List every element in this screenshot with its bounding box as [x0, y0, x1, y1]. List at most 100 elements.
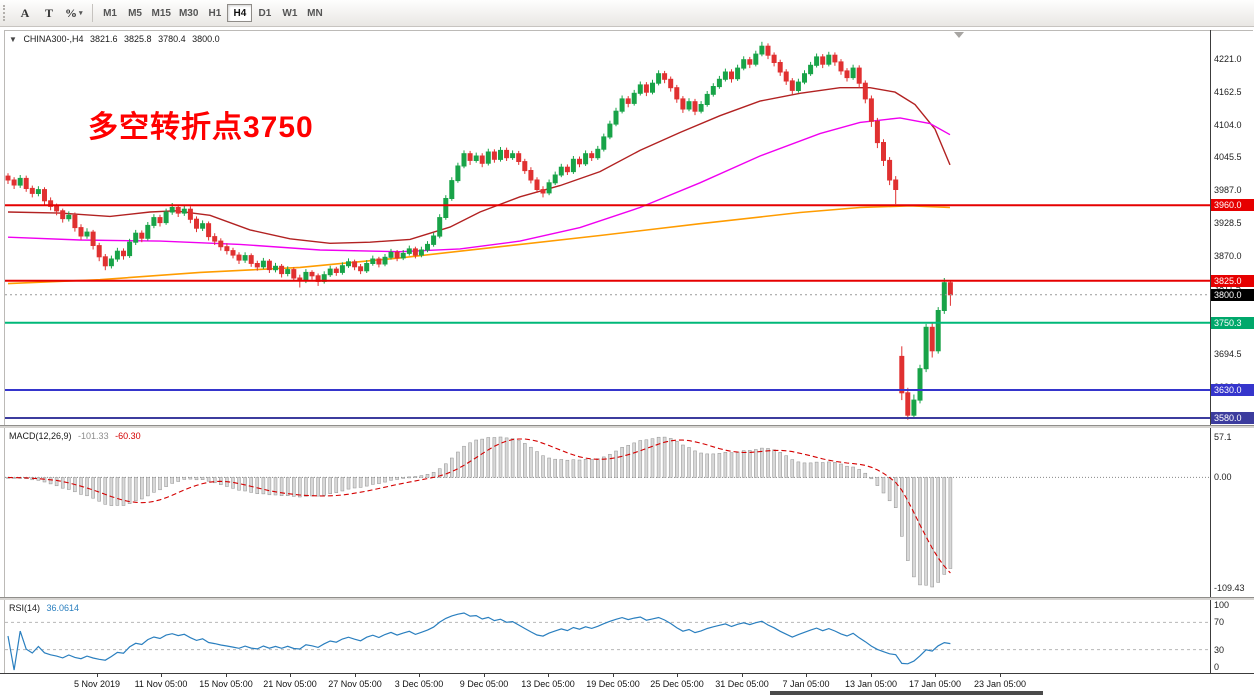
price-axis-label: 3987.0	[1214, 185, 1242, 196]
candlestick-chart[interactable]	[5, 31, 1210, 425]
time-axis-border	[0, 673, 1254, 674]
chart-annotation-text[interactable]: 多空转折点3750	[88, 111, 314, 144]
timeframe-d1-button[interactable]: D1	[252, 4, 277, 22]
time-tick	[871, 674, 872, 677]
time-tick	[290, 674, 291, 677]
pane-separator-rsi[interactable]	[0, 597, 1254, 600]
price-axis-label: 4221.0	[1214, 54, 1242, 65]
pane-separator-macd[interactable]	[0, 425, 1254, 428]
time-label: 25 Dec 05:00	[650, 679, 704, 689]
time-tick	[613, 674, 614, 677]
time-tick	[806, 674, 807, 677]
time-tick	[677, 674, 678, 677]
macd-signal-line	[7, 438, 951, 574]
price-tag-3825.0: 3825.0	[1211, 274, 1254, 287]
chart-area: ▼ CHINA300-,H4 3821.6 3825.8 3780.4 3800…	[0, 26, 1254, 697]
time-tick	[97, 674, 98, 677]
price-axis-border	[1210, 30, 1211, 673]
chart-frame-left	[4, 30, 5, 673]
price-tag-3630.0: 3630.0	[1211, 384, 1254, 396]
time-label: 17 Jan 05:00	[908, 679, 962, 689]
rsi-value: 36.0614	[46, 603, 80, 613]
timeframe-w1-button[interactable]: W1	[277, 4, 302, 22]
time-tick	[226, 674, 227, 677]
rsi-axis-label: 30	[1214, 644, 1225, 655]
macd-chart[interactable]	[5, 428, 1210, 596]
rsi-line	[7, 612, 951, 671]
time-tick	[161, 674, 162, 677]
rsi-axis-label: 0	[1214, 662, 1220, 672]
rsi-header: RSI(14) 36.0614	[9, 603, 83, 613]
macd-axis-label: -109.43	[1214, 583, 1245, 593]
toolbar: A T % ▾ M1 M5 M15 M30 H1 H4 D1 W1 MN	[0, 0, 1254, 27]
chart-shift-marker-icon	[954, 32, 964, 38]
time-label: 11 Nov 05:00	[134, 679, 188, 689]
time-label: 19 Dec 05:00	[586, 679, 640, 689]
rsi-label: RSI(14)	[9, 603, 41, 613]
time-tick	[548, 674, 549, 677]
timeframe-h1-button[interactable]: H1	[202, 4, 227, 22]
price-axis-label: 3694.5	[1214, 348, 1242, 359]
quote-high: 3825.8	[124, 34, 152, 44]
price-axis-label: 3928.5	[1214, 217, 1242, 228]
time-label: 13 Dec 05:00	[521, 679, 575, 689]
time-tick	[742, 674, 743, 677]
timeframe-m1-button[interactable]: M1	[98, 4, 123, 22]
macd-signal-value: -60.30	[115, 431, 141, 441]
horizontal-scrollbar-thumb[interactable]	[770, 691, 1043, 695]
price-axis-label: 3811.5	[1214, 283, 1241, 293]
time-label: 7 Jan 05:00	[782, 679, 830, 689]
rsi-axis-label: 70	[1214, 617, 1225, 628]
price-axis-label: 4045.5	[1214, 152, 1242, 163]
rsi-chart[interactable]	[5, 600, 1210, 672]
chart-header: ▼ CHINA300-,H4 3821.6 3825.8 3780.4 3800…	[9, 34, 224, 44]
timeframe-group: M1 M5 M15 M30 H1 H4 D1 W1 MN	[98, 4, 328, 22]
time-tick	[484, 674, 485, 677]
time-label: 9 Dec 05:00	[459, 679, 509, 689]
time-tick	[419, 674, 420, 677]
chart-frame-top	[4, 30, 1253, 31]
time-axis[interactable]: 5 Nov 2019 11 Nov 05:00 15 Nov 05:00 21 Nov…	[0, 674, 1254, 697]
macd-header: MACD(12,26,9) -101.33 -60.30	[9, 431, 145, 441]
symbol-period-label: CHINA300-,H4	[23, 34, 84, 44]
time-label: 5 Nov 2019	[73, 679, 121, 689]
price-axis-label: 4162.5	[1214, 86, 1242, 97]
time-label: 27 Nov 05:00	[328, 679, 382, 689]
price-tag-3750.3: 3750.3	[1211, 316, 1254, 329]
timeframe-h4-button[interactable]: H4	[227, 4, 253, 22]
macd-main-value: -101.33	[78, 431, 109, 441]
macd-histogram	[6, 436, 953, 588]
arrow-text-tool-button[interactable]: A	[14, 3, 36, 23]
toolbar-separator	[91, 4, 93, 22]
macd-label: MACD(12,26,9)	[9, 431, 72, 441]
time-label: 23 Jan 05:00	[973, 679, 1027, 689]
percent-tool-button[interactable]: % ▾	[62, 3, 86, 23]
macd-axis-label: 57.1	[1214, 432, 1232, 442]
time-label: 13 Jan 05:00	[844, 679, 898, 689]
price-axis-label: 3870.0	[1214, 250, 1242, 261]
pane-collapse-icon[interactable]: ▼	[9, 35, 17, 44]
time-label: 31 Dec 05:00	[715, 679, 769, 689]
time-tick	[355, 674, 356, 677]
price-tag-3580.0: 3580.0	[1211, 412, 1254, 424]
text-label-tool-button[interactable]: T	[38, 3, 60, 23]
quote-low: 3780.4	[158, 34, 186, 44]
price-tag-3960.0: 3960.0	[1211, 199, 1254, 212]
timeframe-m15-button[interactable]: M15	[148, 4, 175, 22]
time-label: 3 Dec 05:00	[394, 679, 444, 689]
price-tag-3800.0: 3800.0	[1211, 288, 1254, 301]
time-label: 21 Nov 05:00	[263, 679, 317, 689]
rsi-axis-label: 100	[1214, 600, 1230, 610]
percent-icon: %	[65, 5, 77, 20]
ma-line-slow[interactable]	[7, 204, 951, 285]
candlestick-series[interactable]	[5, 41, 953, 420]
timeframe-m5-button[interactable]: M5	[123, 4, 148, 22]
time-label: 15 Nov 05:00	[199, 679, 253, 689]
quote-close: 3800.0	[192, 34, 220, 44]
toolbar-grip[interactable]	[3, 5, 9, 21]
timeframe-m30-button[interactable]: M30	[175, 4, 202, 22]
caret-down-icon: ▾	[79, 10, 83, 17]
timeframe-mn-button[interactable]: MN	[302, 4, 327, 22]
macd-axis-label: 0.00	[1214, 472, 1232, 483]
time-tick	[935, 674, 936, 677]
